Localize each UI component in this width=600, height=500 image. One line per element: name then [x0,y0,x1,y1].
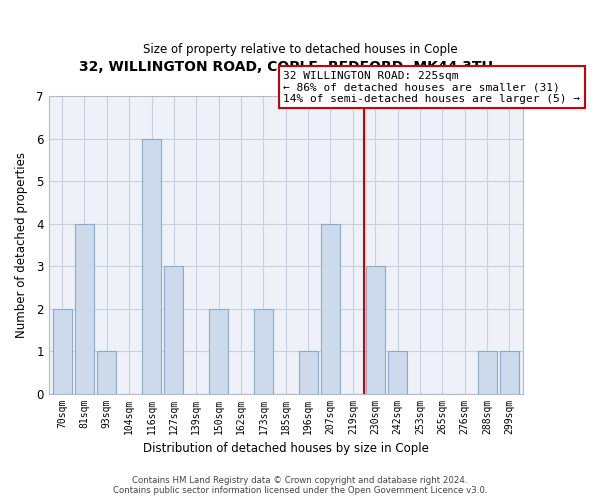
Bar [53,308,71,394]
Bar [366,266,385,394]
Bar [142,138,161,394]
Bar [388,351,407,394]
Bar [97,351,116,394]
Bar [254,308,273,394]
Bar [75,224,94,394]
Bar [209,308,228,394]
Bar [478,351,497,394]
Bar [321,224,340,394]
Bar [164,266,184,394]
Text: Size of property relative to detached houses in Cople: Size of property relative to detached ho… [143,42,457,56]
Text: 32 WILLINGTON ROAD: 225sqm
← 86% of detached houses are smaller (31)
14% of semi: 32 WILLINGTON ROAD: 225sqm ← 86% of deta… [283,70,580,104]
Bar [500,351,519,394]
Text: Contains HM Land Registry data © Crown copyright and database right 2024.
Contai: Contains HM Land Registry data © Crown c… [113,476,487,495]
Bar [299,351,317,394]
Title: 32, WILLINGTON ROAD, COPLE, BEDFORD, MK44 3TH: 32, WILLINGTON ROAD, COPLE, BEDFORD, MK4… [79,60,493,74]
Y-axis label: Number of detached properties: Number of detached properties [15,152,28,338]
X-axis label: Distribution of detached houses by size in Cople: Distribution of detached houses by size … [143,442,428,455]
